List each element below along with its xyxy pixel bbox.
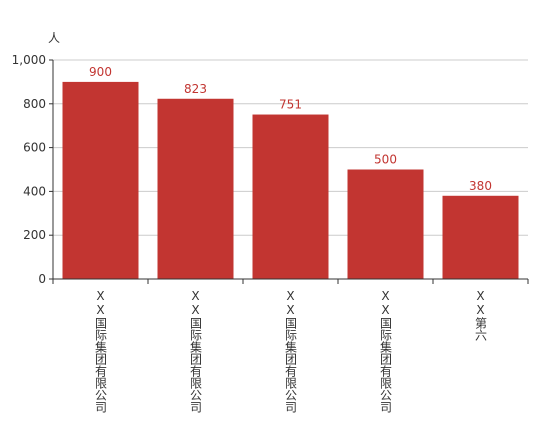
bar [252,114,329,279]
bar [62,81,139,280]
y-tick-label: 1,000 [12,53,46,67]
data-label: 900 [89,65,112,79]
x-tick-label: XX国际集团有限公司 [94,289,108,413]
bar [347,169,424,279]
y-tick-label: 600 [23,141,46,155]
y-tick-label: 200 [23,228,46,242]
y-axis-label: 人 [48,31,60,45]
x-tick-label: XX国际集团有限公司 [284,289,298,413]
x-tick-label: XX国际集团有限公司 [379,289,393,413]
bar [442,195,519,279]
data-label: 823 [184,82,207,96]
x-tick-label: XX国际集团有限公司 [189,289,203,413]
data-label: 751 [279,98,302,112]
x-tick-label: XX第六 [474,289,488,341]
data-label: 380 [469,179,492,193]
y-tick-label: 800 [23,97,46,111]
y-tick-label: 0 [38,272,46,286]
bar [157,98,234,279]
y-tick-label: 400 [23,184,46,198]
data-label: 500 [374,153,397,167]
